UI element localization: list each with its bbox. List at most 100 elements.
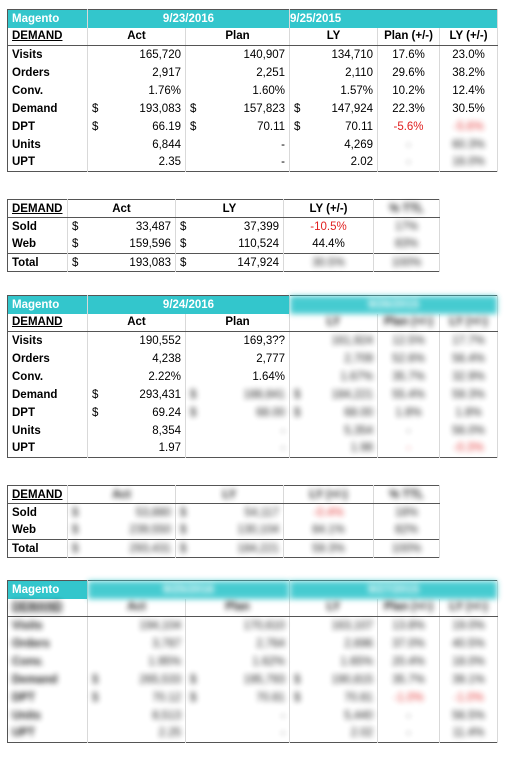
cell-ly: 2.02 xyxy=(289,153,379,172)
cell-ly: $147,924 xyxy=(175,253,284,272)
row-label: Units xyxy=(7,135,88,154)
currency-symbol: $ xyxy=(92,102,99,115)
currency-symbol: $ xyxy=(92,691,99,704)
row-label: Demand xyxy=(7,385,88,404)
table-row: Sold $33,487 $37,399 -10.5% 17% xyxy=(7,217,440,236)
column-header: LY (+/-) xyxy=(283,485,374,504)
column-header-row: DEMAND Act LY LY (+/-)% TTL xyxy=(7,485,440,504)
cell-plan: 2,777 xyxy=(185,349,291,368)
report-block-3: Magento 9/25/2016 9/27/2015 DEMAND Act Pla… xyxy=(7,580,499,743)
cell-ly_pct: 16.0% xyxy=(439,153,499,172)
column-header-row: DEMAND Act LY LY (+/-)% TTL xyxy=(7,199,440,218)
table-row: Orders 4,238 2,777 2,709 52.6% 56.4% xyxy=(7,349,499,368)
cell-ly_pct: 23.0% xyxy=(439,45,499,64)
row-label: UPT xyxy=(7,439,88,458)
cell-value: 147,924 xyxy=(331,102,374,115)
cell-pct-total: 18% xyxy=(373,503,440,522)
brand-label: Magento xyxy=(7,295,88,314)
cell-ly: $190,815 xyxy=(289,670,379,689)
cell-ly_pct: -1.0% xyxy=(439,688,499,707)
cell-value: 157,823 xyxy=(243,102,286,115)
cell-plan: - xyxy=(185,421,291,440)
cell-act: 4,238 xyxy=(87,349,186,368)
cell-ly: 161,924 xyxy=(289,331,379,350)
row-label: Orders xyxy=(7,63,88,82)
cell-plan: 1.60% xyxy=(185,81,291,100)
currency-symbol: $ xyxy=(190,673,197,686)
cell-plan: $70.81 xyxy=(185,688,291,707)
row-label: Conv. xyxy=(7,652,88,671)
row-label: Visits xyxy=(7,331,88,350)
row-label: Units xyxy=(7,421,88,440)
currency-symbol: $ xyxy=(92,120,99,133)
table-row: Orders 2,917 2,251 2,110 29.6% 38.2% xyxy=(7,63,499,82)
cell-ly: $70.81 xyxy=(289,688,379,707)
cell-value: 193,083 xyxy=(129,256,171,269)
cell-plan: - xyxy=(185,135,291,154)
column-header: LY (+/-) xyxy=(439,313,499,332)
column-header: Plan xyxy=(185,27,291,46)
cell-ly_pct: 1.8% xyxy=(439,403,499,422)
cell-act: $265,533 xyxy=(87,670,186,689)
channel-table-2: DEMAND Act LY LY (+/-)% TTL Sold $53,880 $54,1… xyxy=(7,485,440,558)
brand-label: Magento xyxy=(7,580,88,599)
cell-act: 1.97 xyxy=(87,439,186,458)
column-header: % TTL xyxy=(373,199,440,218)
column-header: LY (+/-) xyxy=(439,598,499,617)
cell-plan_pct: 35.7% xyxy=(377,367,441,386)
cell-value: 70.81 xyxy=(256,691,286,704)
row-label: Total xyxy=(7,253,68,272)
table-row: Conv. 2.22% 1.64% 1.67% 35.7% 32.9% xyxy=(7,367,499,386)
table-row: UPT 2.35-2.02-16.0% xyxy=(7,153,499,172)
cell-value: 190,815 xyxy=(331,673,374,686)
cell-ly: 2,696 xyxy=(289,634,379,653)
currency-symbol: $ xyxy=(92,673,99,686)
kpi-body-2: DEMAND Act Plan LY Plan (+/-) LY (+/-) Visits 1… xyxy=(7,313,499,458)
kpi-table-1: Magento 9/23/2016 9/25/2015 DEMAND Act Pla… xyxy=(7,9,499,172)
cell-ly-pct: -10.5% xyxy=(283,217,374,236)
cell-pct-total: 17% xyxy=(373,217,440,236)
column-header: Plan xyxy=(185,313,291,332)
currency-symbol: $ xyxy=(294,102,301,115)
currency-symbol: $ xyxy=(190,120,197,133)
currency-symbol: $ xyxy=(180,542,187,555)
table-row: Web $159,596 $110,524 44.4% 83% xyxy=(7,235,440,254)
cell-ly-pct: 59.3% xyxy=(283,539,374,558)
currency-symbol: $ xyxy=(72,542,79,555)
column-header: LY (+/-) xyxy=(439,27,499,46)
cell-plan_pct: 22.3% xyxy=(377,99,441,118)
column-header: DEMAND xyxy=(7,598,88,617)
table-row: Orders 3,787 2,764 2,696 37.0% 40.5% xyxy=(7,634,499,653)
cell-value: 195,793 xyxy=(243,673,286,686)
column-header: % TTL xyxy=(373,485,440,504)
cell-act: $159,596 xyxy=(67,235,176,254)
cell-ly: 1.98 xyxy=(289,439,379,458)
cell-pct-total: 83% xyxy=(373,235,440,254)
cell-ly: $110,524 xyxy=(175,235,284,254)
cell-ly_pct: 56.0% xyxy=(439,421,499,440)
cell-ly-pct: 30.5% xyxy=(283,253,374,272)
column-header: Act xyxy=(87,27,186,46)
cell-value: 70.11 xyxy=(345,120,374,133)
cell-act: 8,354 xyxy=(87,421,186,440)
cell-plan: 2,764 xyxy=(185,634,291,653)
table-row: UPT 2.25-2.02-11.4% xyxy=(7,724,499,743)
cell-value: 293,431 xyxy=(139,388,181,401)
cell-value: 33,487 xyxy=(135,220,171,233)
cell-plan: $68.00 xyxy=(185,403,291,422)
cell-act: $293,431 xyxy=(67,539,176,558)
cell-ly_pct: 60.3% xyxy=(439,135,499,154)
currency-symbol: $ xyxy=(294,691,301,704)
cell-ly: $130,104 xyxy=(175,521,284,540)
cell-plan: - xyxy=(185,439,291,458)
cell-value: 68.00 xyxy=(344,406,374,419)
cell-value: 159,596 xyxy=(129,238,171,251)
cell-ly_pct: 40.5% xyxy=(439,634,499,653)
cell-value: 110,524 xyxy=(238,238,279,251)
cell-value: 239,550 xyxy=(129,524,171,537)
cell-act: $66.19 xyxy=(87,117,186,136)
table-row: Demand $265,533 $195,793 $190,815 35.7% 39.1% xyxy=(7,670,499,689)
row-label: UPT xyxy=(7,153,88,172)
table-row: Conv. 1.95% 1.62% 1.65% 20.4% 18.0% xyxy=(7,652,499,671)
table-row: Conv. 1.76% 1.60% 1.57% 10.2% 12.4% xyxy=(7,81,499,100)
